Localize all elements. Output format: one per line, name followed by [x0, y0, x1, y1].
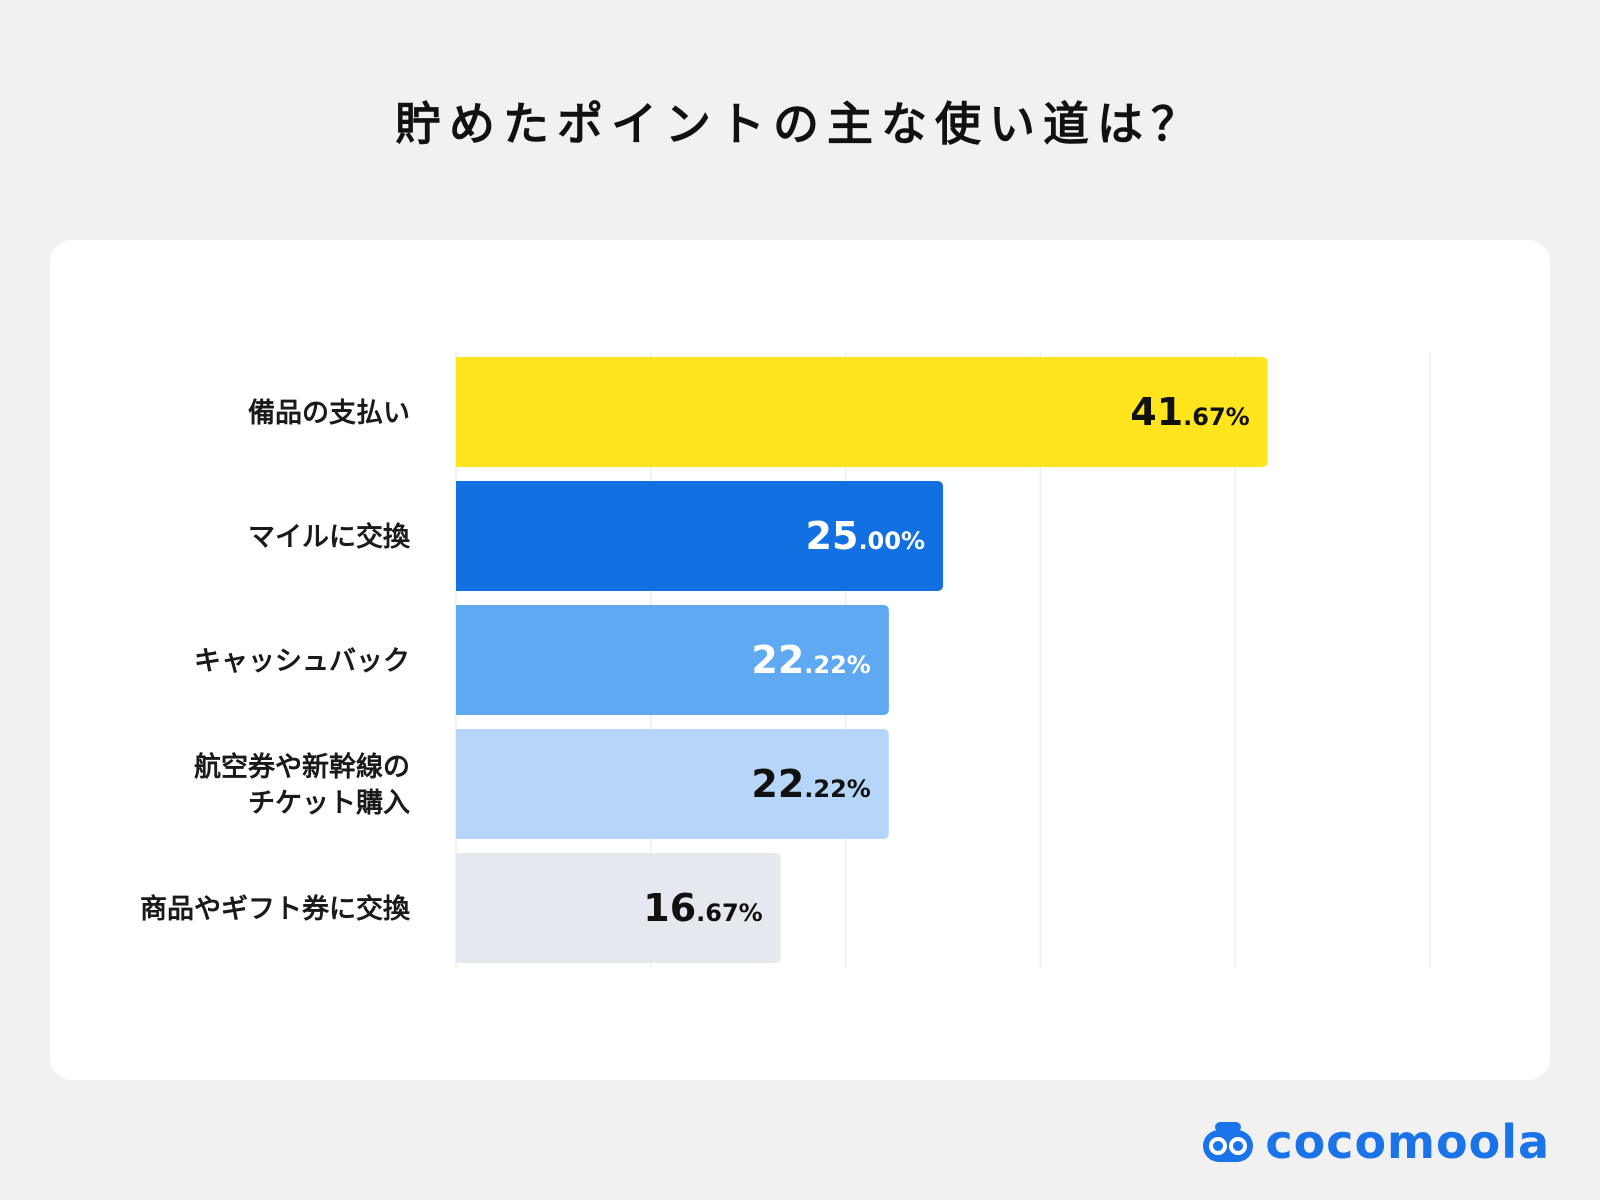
data-label: 16.67%: [643, 886, 762, 930]
bar: [456, 729, 889, 839]
chart-title: 貯めたポイントの主な使い道は？: [395, 97, 1205, 151]
category-label: キャッシュバック: [194, 646, 410, 677]
category-label: 商品やギフト券に交換: [140, 893, 411, 925]
bar: [456, 357, 1268, 467]
data-label: 25.00%: [806, 514, 925, 558]
brand-logo: cocomoola: [1201, 1112, 1550, 1172]
category-label: 航空券や新幹線の: [194, 751, 410, 783]
bar: [456, 481, 943, 591]
data-label: 22.22%: [751, 762, 870, 806]
brand-name: cocomoola: [1265, 1115, 1550, 1169]
data-label: 41.67%: [1130, 390, 1249, 434]
category-label: マイルに交換: [248, 521, 411, 553]
category-labels: 備品の支払いマイルに交換キャッシュバック航空券や新幹線のチケット購入商品やギフト…: [140, 397, 411, 925]
bar: [456, 605, 889, 715]
value-labels: 41.67% 25.00% 22.22% 22.22% 16.67%: [643, 390, 1249, 930]
category-label: 備品の支払い: [248, 397, 410, 429]
bar: [456, 853, 781, 963]
cocomoola-logo-icon: [1203, 1122, 1254, 1162]
category-label: チケット購入: [248, 788, 410, 819]
data-label: 22.22%: [751, 638, 870, 682]
bars: [456, 357, 1268, 963]
